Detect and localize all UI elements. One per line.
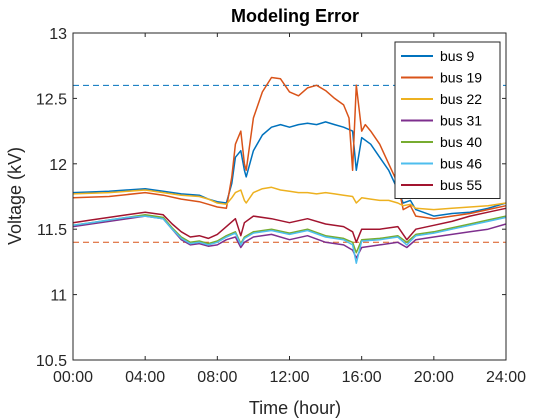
legend-label: bus 22 [440, 91, 482, 107]
legend-label: bus 9 [440, 48, 474, 64]
x-tick-label: 16:00 [342, 369, 382, 386]
legend-label: bus 40 [440, 134, 482, 150]
y-tick-label: 11.5 [37, 222, 67, 239]
y-axis-label: Voltage (kV) [5, 147, 25, 245]
series-line-bus-19 [72, 76, 507, 220]
legend-label: bus 19 [440, 70, 482, 86]
legend: bus 9 bus 19 bus 22 bus 31 bus 40 bus 46 bus 5… [394, 41, 501, 199]
y-tick-label: 10.5 [36, 353, 67, 370]
y-tick-label: 13 [49, 26, 67, 43]
legend-label: bus 46 [440, 156, 482, 172]
x-tick-label: 00:00 [53, 369, 93, 386]
series-line-bus-46 [72, 215, 507, 264]
x-tick-label: 12:00 [269, 369, 309, 386]
legend-label: bus 55 [440, 177, 482, 193]
x-tick-label: 20:00 [414, 369, 454, 386]
y-tick-label: 12.5 [36, 91, 67, 108]
x-tick-label: 24:00 [486, 369, 526, 386]
y-tick-label: 11 [50, 288, 67, 305]
series-line-bus-55 [72, 207, 507, 244]
series-line-bus-22 [72, 186, 507, 211]
x-tick-label: 08:00 [197, 369, 237, 386]
chart-title: Modeling Error [231, 6, 359, 26]
series-line-bus-40 [72, 214, 507, 254]
y-tick-label: 12 [49, 157, 67, 174]
legend-label: bus 31 [440, 113, 482, 129]
x-axis-label: Time (hour) [249, 398, 341, 418]
plot-area: 00:00 04:00 08:00 12:00 16:00 20:00 24:00 10.5 1… [36, 26, 526, 386]
x-tick-label: 04:00 [125, 369, 165, 386]
